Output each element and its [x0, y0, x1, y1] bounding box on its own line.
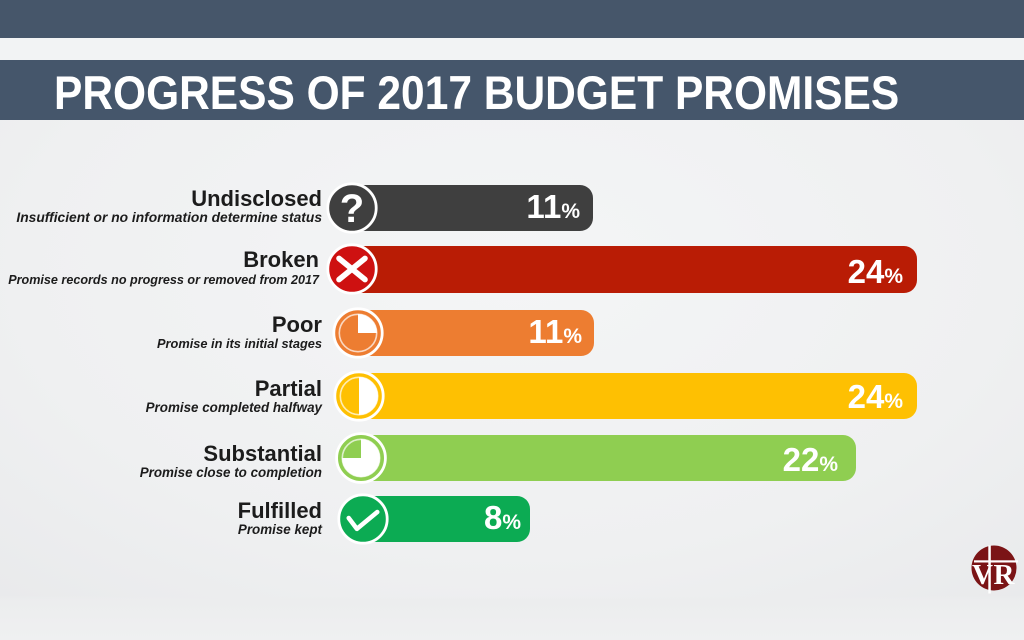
svg-text:?: ?: [340, 187, 364, 231]
svg-text:V: V: [972, 559, 993, 591]
svg-text:R: R: [994, 559, 1016, 591]
